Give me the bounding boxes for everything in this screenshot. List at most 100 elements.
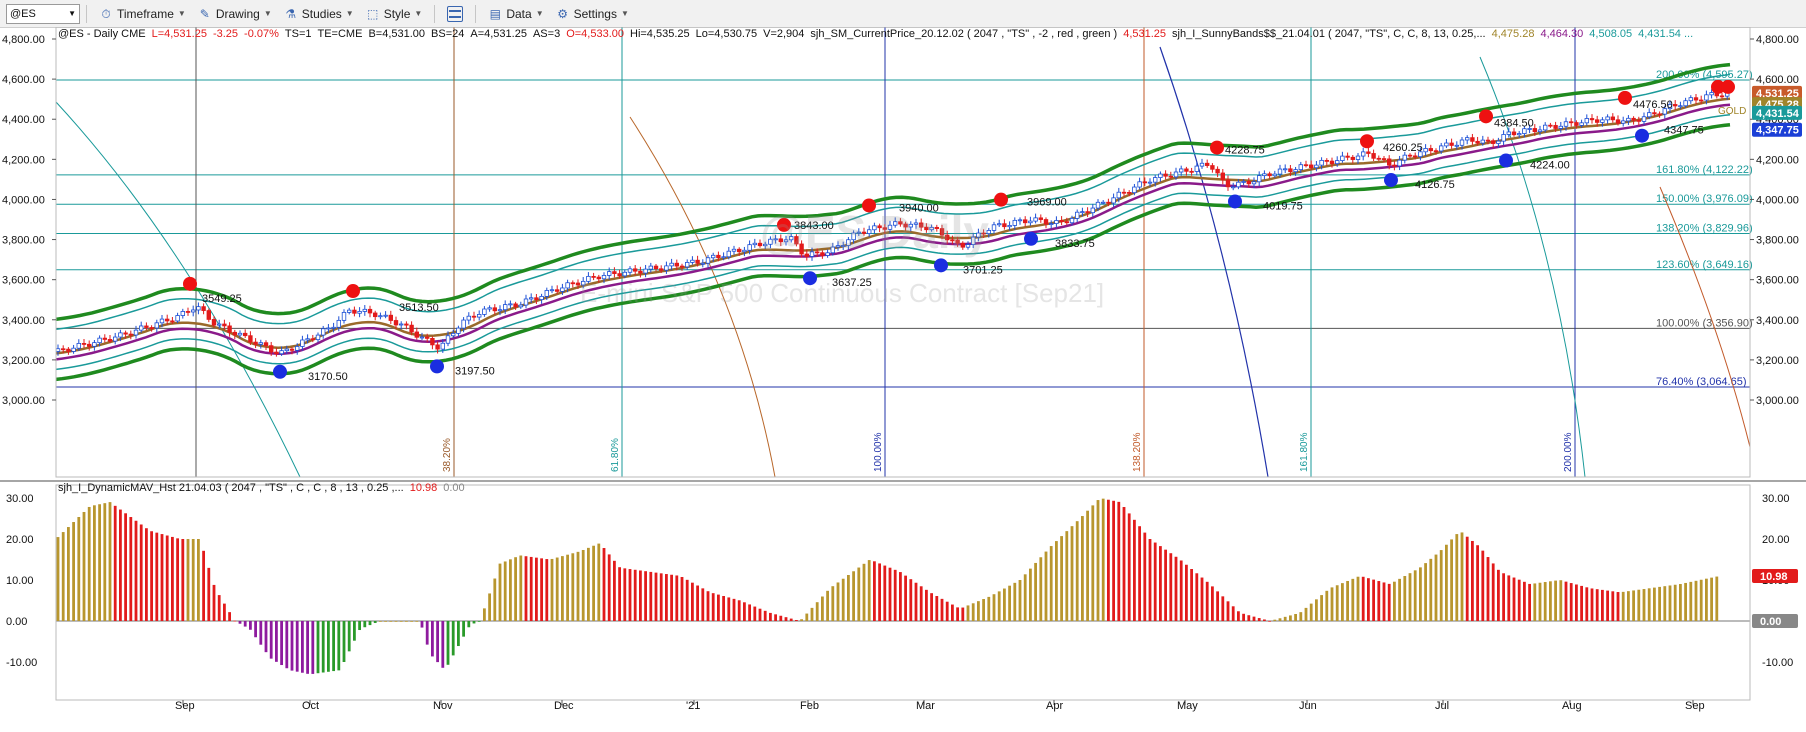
histogram-bar: [1424, 563, 1427, 621]
price-bar-body: [1038, 217, 1043, 220]
price-bar-body: [575, 282, 581, 286]
time-fib-label: 161.80%: [1299, 432, 1310, 472]
histogram-bar: [87, 506, 91, 621]
histogram-bar: [826, 590, 829, 621]
price-bar-body: [1605, 116, 1610, 121]
histogram-bar: [1044, 551, 1048, 621]
price-bar-body: [778, 238, 783, 243]
histogram-bar: [1070, 526, 1074, 621]
price-bar-body: [508, 303, 513, 306]
price-bar-body: [794, 236, 799, 245]
price-bar-body: [965, 244, 971, 248]
histogram-bar: [587, 547, 590, 621]
indicator-title[interactable]: sjh_I_DynamicMAV_Hst 21.04.03 ( 2047 , "…: [58, 482, 404, 494]
histogram-bar: [602, 548, 606, 621]
studies-button[interactable]: ⚗ Studies ▼: [278, 3, 360, 25]
price-bar-body: [414, 331, 419, 338]
price-bar-body: [1335, 160, 1340, 165]
price-bar-body: [1485, 139, 1491, 142]
price-bar-body: [1569, 121, 1574, 124]
histogram-bar: [680, 576, 684, 621]
settings-button[interactable]: ⚙ Settings ▼: [550, 3, 635, 25]
histogram-bar: [633, 569, 637, 621]
price-bar-body: [1028, 220, 1033, 224]
price-bar-body: [87, 343, 92, 347]
fib-arc: [1159, 46, 1269, 478]
price-bar-body: [685, 262, 690, 268]
histogram-bar: [987, 596, 991, 621]
histogram-bar: [706, 591, 710, 621]
histogram-bar: [1621, 591, 1625, 621]
price-bar-body: [919, 222, 924, 228]
histogram-bar: [228, 612, 231, 621]
histogram-bar: [1034, 562, 1037, 621]
price-bar-body: [1189, 170, 1194, 173]
histogram-bar: [72, 522, 75, 621]
price-bar-body: [1231, 186, 1236, 189]
timeframe-button[interactable]: ⏱ Timeframe ▼: [93, 3, 192, 25]
chevron-down-icon[interactable]: ▼: [68, 9, 76, 18]
price-axis-label-right: 3,600.00: [1756, 275, 1799, 287]
histogram-bar: [1653, 587, 1656, 621]
price-bar-body: [997, 223, 1002, 226]
price-bar-body: [1142, 181, 1147, 184]
chart-canvas[interactable]: 200.00% (4,595.27) 161.80% (4,122.22) 150.…: [0, 27, 1806, 732]
study2-label[interactable]: sjh_I_SunnyBands$$_21.04.01 ( 2047, "TS"…: [1172, 28, 1486, 40]
histogram-bar: [1304, 607, 1308, 621]
swing-dot: [777, 217, 791, 232]
style-button[interactable]: ⬚ Style ▼: [360, 3, 429, 25]
histogram-bar: [909, 579, 913, 621]
histogram-bar: [1148, 539, 1152, 621]
price-bar-body: [336, 319, 341, 328]
histogram-bar: [997, 591, 1001, 621]
price-bar-body: [1610, 116, 1615, 121]
histogram-bar: [841, 578, 845, 621]
drawing-button[interactable]: ✎ Drawing ▼: [192, 3, 278, 25]
histogram-bar: [675, 575, 679, 621]
price-bar-body: [1262, 173, 1267, 177]
low-field: Lo=4,530.75: [695, 28, 758, 40]
histogram-bar: [1200, 577, 1204, 621]
histogram-bar: [1101, 498, 1105, 621]
price-bar-body: [258, 342, 263, 345]
price-axis-label-left: 4,800.00: [2, 34, 45, 46]
histogram-bar: [405, 621, 408, 622]
histogram-bar: [1252, 616, 1256, 621]
data-button[interactable]: ▤ Data ▼: [482, 3, 549, 25]
chevron-down-icon: ▼: [263, 9, 272, 18]
study1-label[interactable]: sjh_SM_CurrentPrice_20.12.02 ( 2047 , "T…: [810, 28, 1118, 40]
price-bar-body: [674, 262, 679, 267]
time-fib-label: 61.80%: [610, 438, 621, 472]
indicator-value-2: 0.00: [443, 482, 465, 494]
swing-label: 4224.00: [1530, 160, 1570, 172]
price-bar-body: [331, 326, 336, 329]
price-bar-body: [466, 315, 471, 321]
price-bar-body: [154, 322, 159, 329]
time-fib-label: 38.20%: [442, 438, 453, 472]
price-bar-body: [1345, 155, 1350, 158]
ind-tag: [1752, 614, 1798, 628]
fib-arc: [55, 101, 301, 478]
histogram-bar: [628, 569, 632, 621]
layout-button[interactable]: [441, 3, 469, 25]
histogram-bar: [410, 621, 413, 622]
histogram-bar: [155, 532, 159, 621]
histogram-bar: [457, 621, 460, 647]
price-tag: [1752, 122, 1802, 137]
price-tag-text: 4,347.75: [1756, 125, 1799, 137]
histogram-bar: [472, 621, 476, 624]
last-price-dot: [1721, 79, 1735, 94]
histogram-bar: [763, 610, 767, 621]
histogram-bar: [1543, 582, 1547, 621]
histogram-bar: [462, 621, 465, 637]
symbol-input[interactable]: @ES ▼: [6, 3, 80, 24]
histogram-bar: [150, 531, 153, 621]
histogram-bar: [1029, 568, 1032, 621]
month-label: Feb: [800, 700, 819, 712]
histogram-bar: [1715, 576, 1719, 621]
swing-label: 3549.25: [202, 293, 242, 305]
price-bar-body: [1709, 92, 1714, 96]
fib-level-label: 123.60% (3,649.16): [1656, 259, 1753, 271]
month-label: Dec: [554, 700, 574, 712]
price-bar-body: [92, 342, 97, 347]
